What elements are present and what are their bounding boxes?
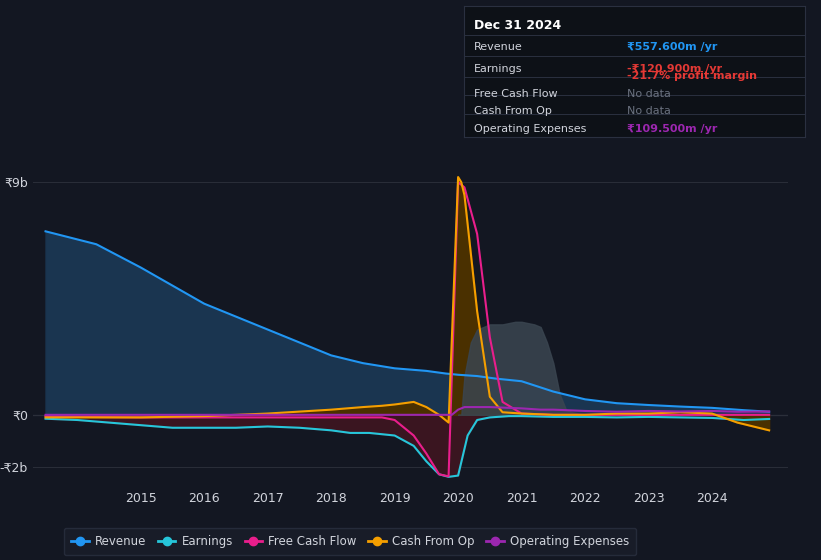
Text: Free Cash Flow: Free Cash Flow [474, 88, 557, 99]
Text: Operating Expenses: Operating Expenses [474, 124, 586, 134]
Text: Dec 31 2024: Dec 31 2024 [474, 18, 562, 32]
Text: Cash From Op: Cash From Op [474, 106, 552, 115]
Text: Earnings: Earnings [474, 63, 523, 73]
Text: Revenue: Revenue [474, 43, 523, 53]
Text: No data: No data [627, 88, 672, 99]
Text: ₹109.500m /yr: ₹109.500m /yr [627, 124, 718, 134]
Text: -21.7% profit margin: -21.7% profit margin [627, 71, 758, 81]
Text: -₹120.900m /yr: -₹120.900m /yr [627, 63, 722, 73]
Text: No data: No data [627, 106, 672, 115]
Text: ₹557.600m /yr: ₹557.600m /yr [627, 43, 718, 53]
Legend: Revenue, Earnings, Free Cash Flow, Cash From Op, Operating Expenses: Revenue, Earnings, Free Cash Flow, Cash … [64, 528, 636, 555]
